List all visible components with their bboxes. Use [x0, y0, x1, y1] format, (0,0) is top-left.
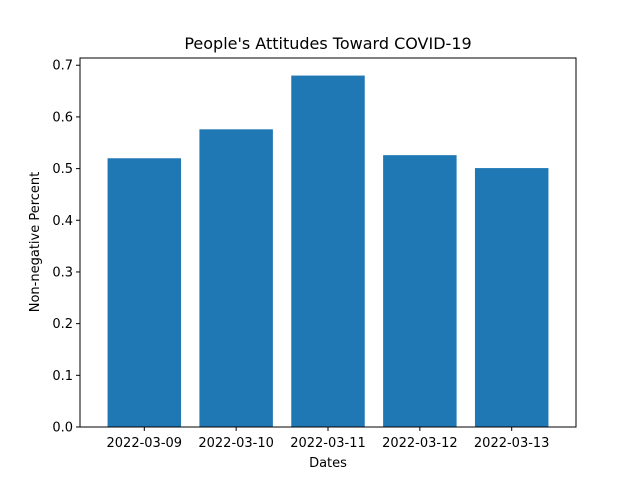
x-axis: 2022-03-09 2022-03-10 2022-03-11 2022-03-12…	[107, 427, 550, 451]
y-tick-label: 0.6	[52, 110, 73, 125]
bar-2022-03-09	[107, 158, 182, 427]
bar-2022-03-13	[474, 168, 549, 427]
bar-2022-03-10	[199, 129, 273, 427]
chart-title: People's Attitudes Toward COVID-19	[184, 34, 471, 53]
x-tick-label: 2022-03-13	[474, 436, 550, 451]
x-axis-label: Dates	[309, 456, 347, 471]
x-tick-label: 2022-03-10	[198, 436, 274, 451]
y-tick-label: 0.0	[52, 421, 73, 436]
x-tick-label: 2022-03-11	[290, 436, 366, 451]
y-tick-label: 0.5	[52, 162, 73, 177]
y-tick-label: 0.3	[52, 265, 73, 280]
bar-2022-03-11	[291, 75, 365, 427]
x-tick-label: 2022-03-09	[107, 436, 183, 451]
y-tick-label: 0.2	[52, 317, 73, 332]
y-axis-label: Non-negative Percent	[28, 172, 43, 313]
bars-group	[107, 75, 549, 427]
y-axis: 0.0 0.1 0.2 0.3 0.4 0.5 0.6 0.7	[52, 59, 80, 436]
y-tick-label: 0.4	[52, 214, 73, 229]
x-tick-label: 2022-03-12	[382, 436, 458, 451]
bar-2022-03-12	[383, 155, 457, 427]
y-tick-label: 0.7	[52, 59, 73, 74]
y-tick-label: 0.1	[52, 369, 73, 384]
